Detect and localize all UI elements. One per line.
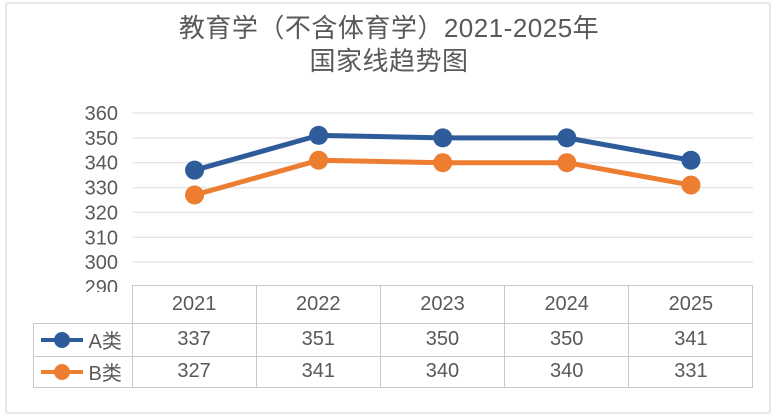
- table-value-a: 341: [628, 322, 754, 357]
- table-value-b: 340: [379, 355, 506, 388]
- y-axis-tick-label: 310: [85, 227, 118, 249]
- legend-label-a: A类: [88, 331, 122, 353]
- data-point-marker: [309, 125, 329, 145]
- y-axis-tick-label: 350: [85, 128, 118, 150]
- data-point-marker: [185, 160, 205, 180]
- legend-key-b-icon: [40, 363, 83, 380]
- data-point-marker: [433, 128, 453, 148]
- chart-title-line-1: 教育学（不含体育学）2021-2025年: [178, 13, 600, 43]
- y-axis-tick-label: 330: [85, 178, 118, 200]
- data-point-marker: [557, 128, 577, 148]
- chart-title: 教育学（不含体育学）2021-2025年 国家线趋势图: [0, 12, 778, 78]
- table-value-a: 337: [131, 322, 257, 357]
- table-value-a: 350: [504, 322, 630, 357]
- legend-key-a-icon: [40, 331, 83, 348]
- legend-row-b: B类: [32, 355, 133, 388]
- y-axis-tick-label: 300: [85, 252, 118, 274]
- data-point-marker: [557, 153, 577, 173]
- table-value-a: 350: [379, 322, 506, 357]
- legend-row-a: A类: [32, 322, 133, 357]
- table-value-a: 351: [255, 322, 381, 357]
- legend-label-b: B类: [88, 363, 122, 385]
- y-axis-tick-label: 360: [85, 103, 118, 125]
- table-header-year: 2023: [379, 284, 506, 324]
- y-axis-tick-label: 320: [85, 202, 118, 224]
- data-point-marker: [433, 153, 453, 173]
- table-value-b: 340: [504, 355, 630, 388]
- table-value-b: 327: [131, 355, 257, 388]
- chart-title-line-2: 国家线趋势图: [309, 46, 469, 76]
- table-value-b: 341: [255, 355, 381, 388]
- table-corner-cell: [33, 285, 132, 323]
- table-header-year: 2025: [628, 284, 754, 324]
- data-point-marker: [185, 185, 205, 205]
- table-header-year: 2021: [131, 284, 257, 324]
- table-value-b: 331: [628, 355, 754, 388]
- table-header-year: 2024: [504, 284, 630, 324]
- y-axis-tick-label: 340: [85, 153, 118, 175]
- data-point-marker: [309, 150, 329, 170]
- data-point-marker: [681, 150, 701, 170]
- data-table: 2021 2022 2023 2024 2025 A类 337 351 350 …: [32, 284, 754, 388]
- data-point-marker: [681, 175, 701, 195]
- table-header-year: 2022: [255, 284, 381, 324]
- y-axis-tick-label: 290: [85, 277, 118, 292]
